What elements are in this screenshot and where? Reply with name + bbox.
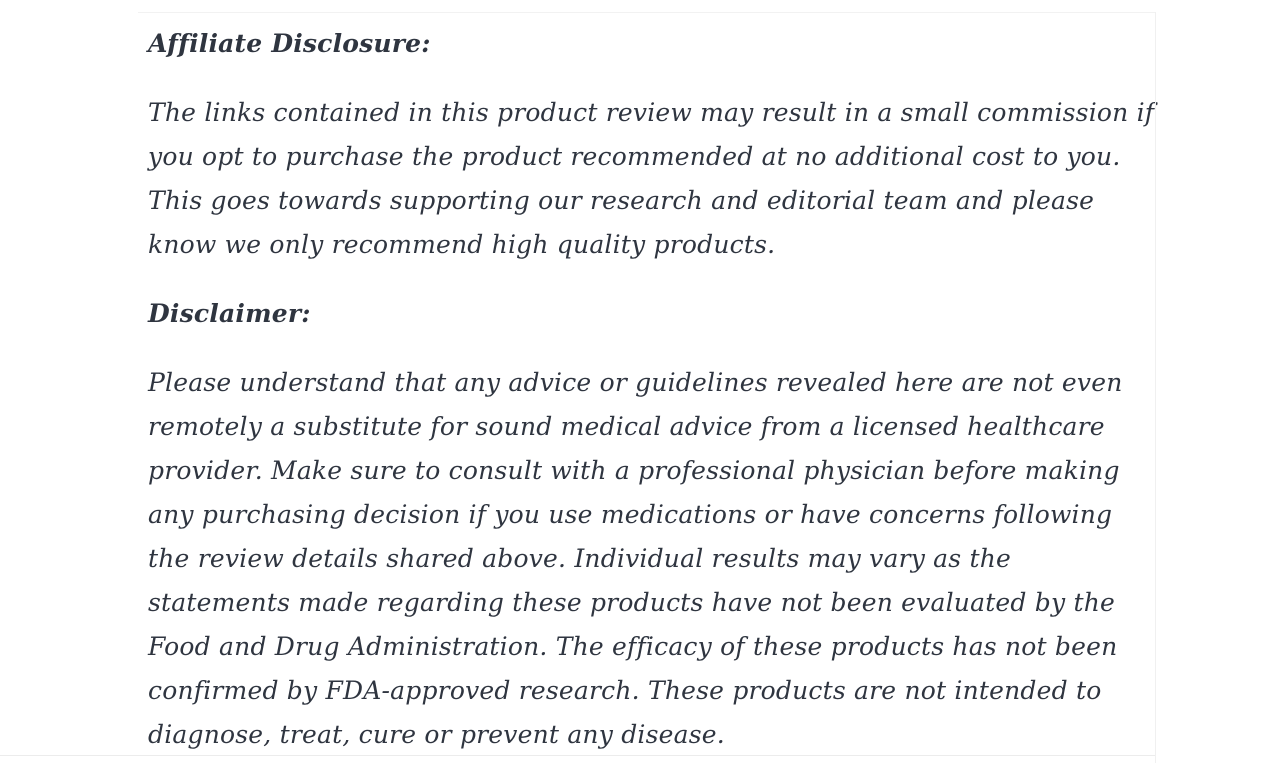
affiliate-disclosure-paragraph: The links contained in this product revi…	[148, 98, 1155, 259]
affiliate-disclosure-heading: Affiliate Disclosure:	[148, 29, 431, 58]
content-right-divider	[1155, 12, 1156, 763]
disclaimer-heading: Disclaimer:	[148, 299, 311, 328]
disclaimer-paragraph: Please understand that any advice or gui…	[148, 368, 1123, 749]
article-content: Affiliate Disclosure: The links containe…	[138, 12, 1155, 782]
section-bottom-divider	[0, 755, 1155, 756]
